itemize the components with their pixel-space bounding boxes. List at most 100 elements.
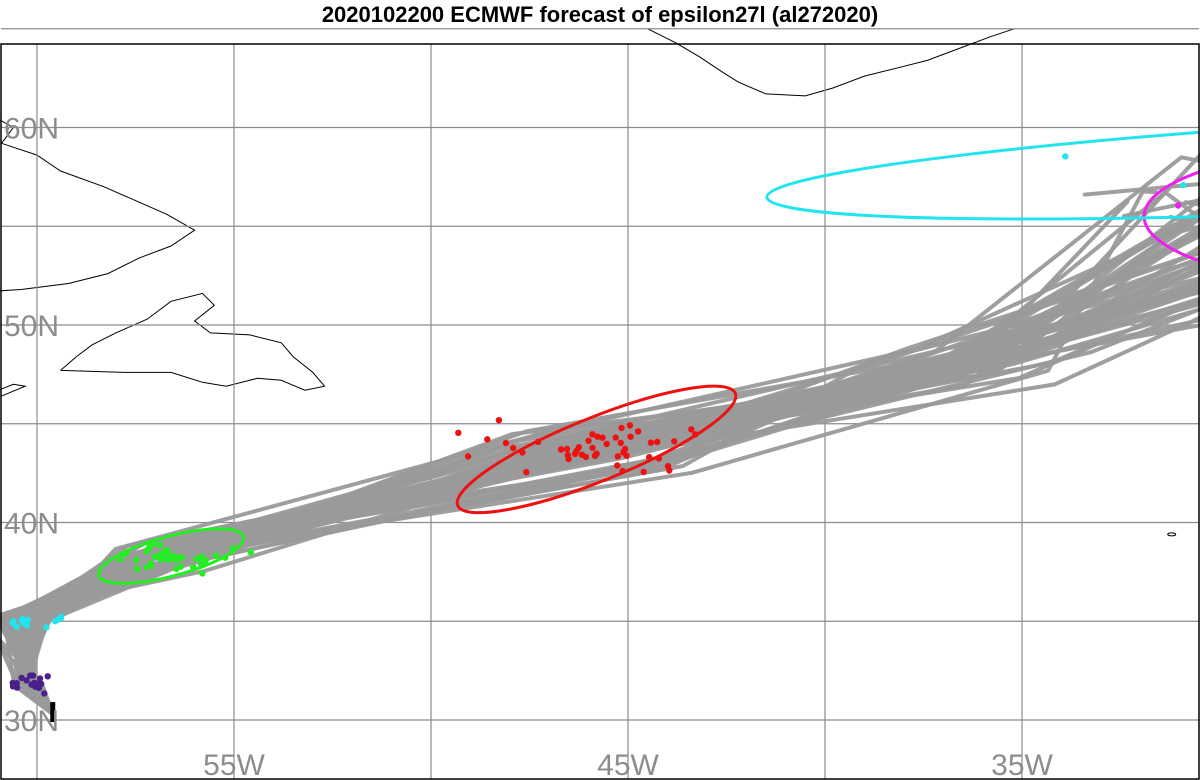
forecast-position-3 bbox=[156, 541, 164, 549]
latitude-label: 50N bbox=[4, 310, 59, 343]
forecast-position-2 bbox=[20, 619, 27, 626]
forecast-position-4 bbox=[614, 453, 621, 460]
forecast-position-3 bbox=[116, 556, 124, 563]
forecast-position-7 bbox=[1062, 153, 1069, 160]
forecast-position-4 bbox=[646, 454, 653, 461]
forecast-position-3 bbox=[173, 554, 180, 561]
forecast-position-5 bbox=[1175, 202, 1182, 209]
forecast-position-4 bbox=[534, 438, 542, 445]
forecast-position-3 bbox=[222, 554, 229, 561]
forecast-position-4 bbox=[484, 436, 491, 443]
forecast-position-4 bbox=[655, 455, 663, 462]
forecast-position-3 bbox=[212, 552, 220, 559]
forecast-position-7 bbox=[1180, 181, 1187, 189]
forecast-position-4 bbox=[671, 438, 678, 445]
map-title: 2020102200 ECMWF forecast of epsilon27l … bbox=[321, 2, 879, 27]
forecast-position-2 bbox=[43, 624, 50, 631]
forecast-position-4 bbox=[617, 439, 624, 447]
forecast-position-1 bbox=[36, 682, 43, 689]
forecast-position-3 bbox=[150, 540, 157, 548]
forecast-position-4 bbox=[495, 417, 503, 424]
island-5 bbox=[1167, 532, 1177, 537]
forecast-position-3 bbox=[193, 555, 200, 563]
forecast-position-3 bbox=[198, 561, 205, 568]
forecast-position-4 bbox=[620, 449, 627, 456]
forecast-position-4 bbox=[509, 444, 517, 452]
forecast-position-2 bbox=[51, 618, 59, 625]
longitude-label: 55W bbox=[203, 749, 265, 780]
forecast-position-3 bbox=[143, 548, 150, 555]
forecast-position-4 bbox=[585, 437, 592, 444]
forecast-position-4 bbox=[565, 455, 572, 463]
forecast-position-4 bbox=[589, 444, 596, 452]
ensemble-track bbox=[16, 256, 1200, 717]
forecast-position-4 bbox=[627, 433, 634, 440]
forecast-position-4 bbox=[502, 439, 510, 447]
longitude-label: 45W bbox=[597, 749, 659, 780]
latitude-label: 30N bbox=[4, 705, 59, 738]
coastlines bbox=[0, 28, 1177, 663]
forecast-position-3 bbox=[198, 553, 205, 561]
coastline-2 bbox=[0, 119, 196, 292]
forecast-position-3 bbox=[178, 554, 186, 561]
forecast-position-1 bbox=[28, 681, 35, 688]
forecast-position-1 bbox=[44, 673, 51, 680]
longitude-label: 35W bbox=[991, 749, 1053, 780]
forecast-position-2 bbox=[13, 623, 20, 630]
forecast-position-3 bbox=[162, 547, 170, 555]
forecast-position-1 bbox=[36, 675, 44, 682]
forecast-position-3 bbox=[157, 556, 165, 563]
forecast-position-4 bbox=[557, 446, 565, 453]
forecast-position-3 bbox=[133, 556, 140, 564]
forecast-position-4 bbox=[464, 453, 472, 460]
forecast-position-1 bbox=[27, 672, 34, 679]
forecast-position-4 bbox=[563, 445, 571, 453]
forecast-position-4 bbox=[614, 462, 621, 469]
uncertainty-ellipse-3 bbox=[96, 527, 246, 585]
coastline-1 bbox=[647, 28, 1015, 97]
uncertainty-ellipse-5 bbox=[1142, 170, 1200, 263]
forecast-position-4 bbox=[654, 438, 661, 446]
forecast-position-4 bbox=[634, 428, 642, 435]
forecast-position-4 bbox=[573, 447, 580, 454]
forecast-position-2 bbox=[57, 613, 64, 620]
forecast-position-4 bbox=[599, 434, 606, 441]
forecast-position-4 bbox=[594, 433, 601, 440]
forecast-position-4 bbox=[688, 426, 695, 433]
forecast-position-1 bbox=[41, 690, 48, 697]
forecast-position-4 bbox=[618, 424, 625, 432]
ensemble-track bbox=[32, 282, 1200, 717]
forecast-position-3 bbox=[133, 565, 141, 573]
forecast-position-4 bbox=[619, 467, 626, 475]
ensemble-positions bbox=[9, 153, 1187, 723]
forecast-position-4 bbox=[640, 468, 647, 476]
ensemble-track bbox=[1, 323, 1200, 717]
forecast-position-3 bbox=[230, 545, 237, 552]
graticule bbox=[1, 28, 1199, 779]
forecast-position-3 bbox=[199, 570, 206, 577]
forecast-position-1 bbox=[23, 677, 30, 684]
uncertainty-ellipse-4 bbox=[455, 384, 738, 515]
coastline-3 bbox=[60, 292, 326, 391]
forecast-position-4 bbox=[603, 440, 610, 448]
axis-labels: 30N40N50N60N55W45W35W25W15W bbox=[4, 113, 1054, 780]
forecast-position-4 bbox=[589, 431, 596, 438]
forecast-position-3 bbox=[173, 565, 180, 573]
forecast-position-4 bbox=[519, 449, 526, 456]
forecast-position-4 bbox=[692, 431, 699, 438]
forecast-position-3 bbox=[247, 549, 255, 556]
forecast-position-4 bbox=[578, 451, 586, 458]
forecast-position-3 bbox=[143, 564, 150, 571]
forecast-position-4 bbox=[647, 439, 655, 446]
forecast-position-4 bbox=[612, 434, 619, 441]
forecast-position-1 bbox=[18, 674, 25, 682]
map-frame bbox=[0, 43, 1200, 780]
forecast-position-4 bbox=[455, 429, 462, 436]
uncertainty-ellipse-7 bbox=[765, 101, 1200, 221]
forecast-position-3 bbox=[121, 551, 128, 558]
forecast-position-4 bbox=[664, 463, 672, 470]
forecast-position-4 bbox=[523, 468, 530, 476]
forecast-position-4 bbox=[593, 450, 600, 457]
coastline-5 bbox=[0, 383, 28, 397]
